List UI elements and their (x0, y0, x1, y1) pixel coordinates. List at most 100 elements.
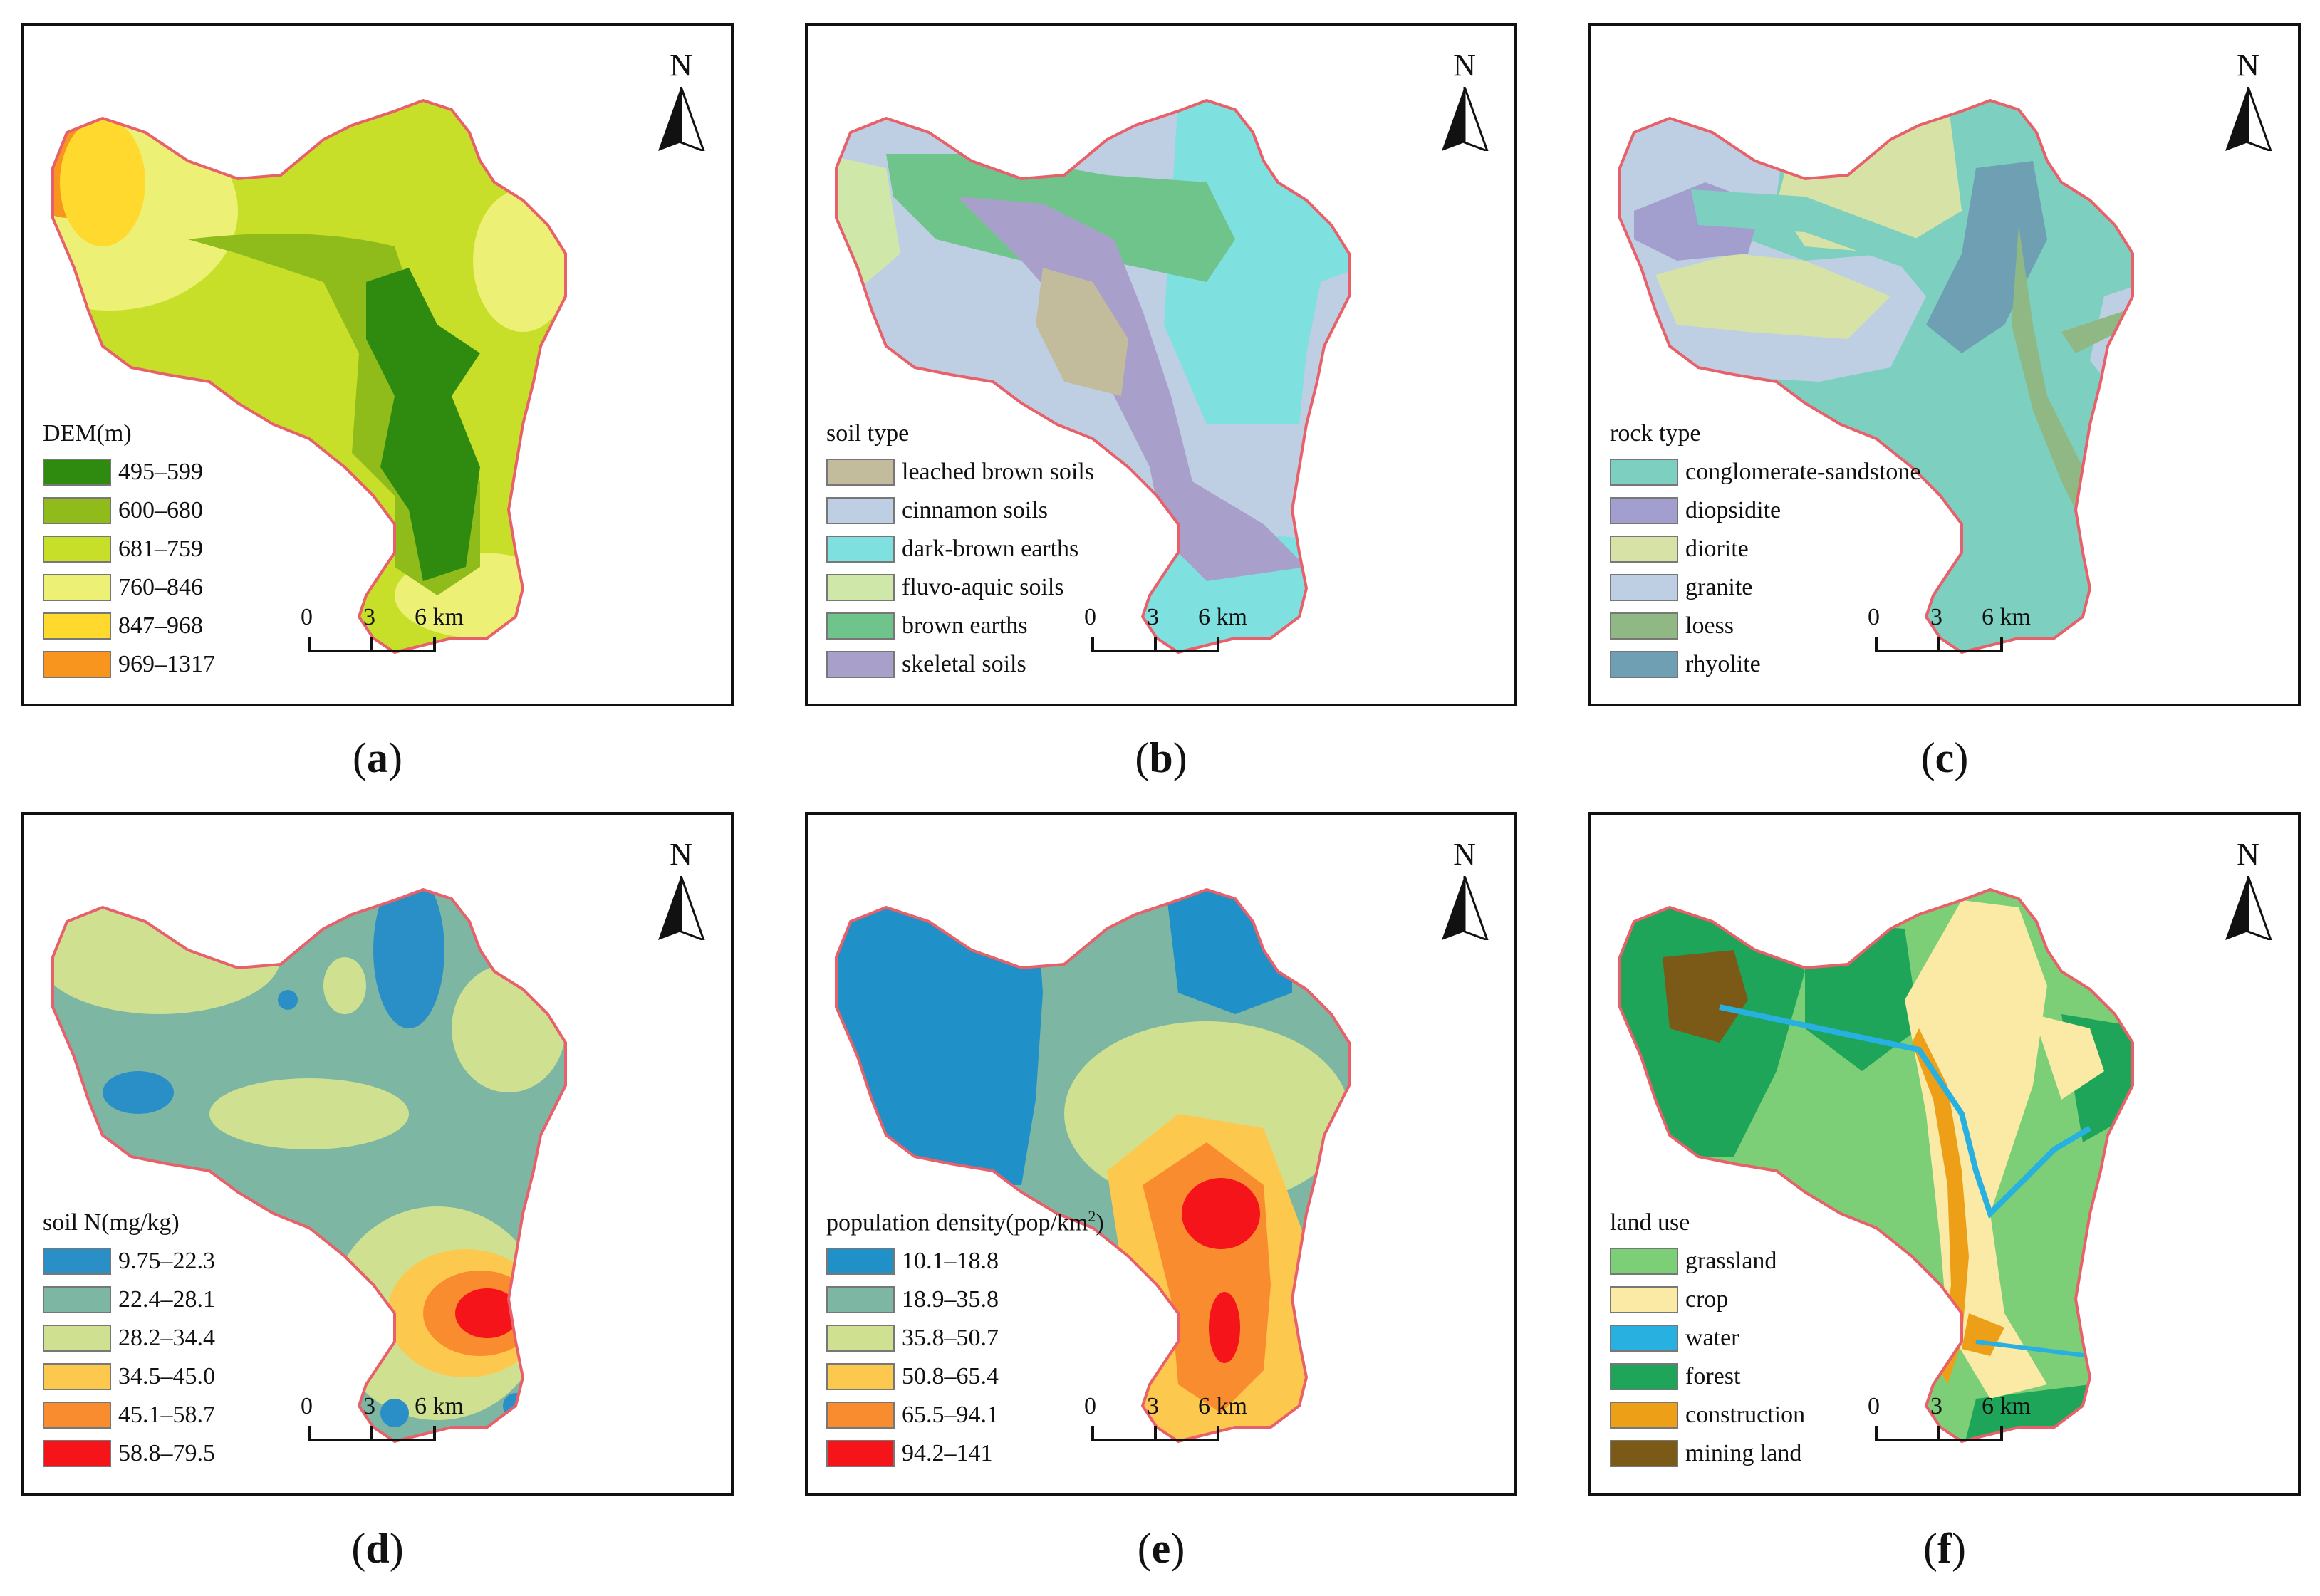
legend-swatch (43, 1325, 111, 1352)
scale-bar: 0 3 6 km (1862, 1393, 2033, 1464)
legend-label: 600–680 (118, 497, 203, 523)
legend-swatch (826, 1325, 895, 1352)
panel-b: N soil type leached brown soils cinnamon… (805, 23, 1517, 706)
land-use-map (1618, 888, 2134, 1443)
north-arrow-icon (2225, 876, 2272, 940)
legend-item: 22.4–28.1 (43, 1281, 215, 1319)
caption-e: (e) (805, 1524, 1517, 1573)
scale-tick (1154, 1426, 1157, 1441)
north-arrow-icon (1442, 876, 1489, 940)
legend-item: fluvo-aquic soils (826, 568, 1094, 607)
legend-item: 28.2–34.4 (43, 1319, 215, 1357)
scale-tick (370, 637, 373, 652)
scale-label: 0 (1868, 604, 1880, 630)
legend-swatch (1610, 497, 1678, 524)
scale-bar: 0 3 6 km (1078, 604, 1249, 675)
caption-a: (a) (21, 734, 734, 783)
legend-swatch (43, 574, 111, 601)
legend-item: diorite (1610, 530, 1920, 568)
legend-label: 18.9–35.8 (902, 1286, 999, 1313)
legend-label: brown earths (902, 612, 1028, 639)
caption-letter: a (367, 734, 388, 781)
legend-item: 495–599 (43, 453, 215, 491)
scale-tick (1875, 637, 1878, 652)
legend-swatch (1610, 574, 1678, 601)
caption-d: (d) (21, 1524, 734, 1573)
scale-label: 0 (1084, 604, 1096, 630)
caption-paren: ( (353, 734, 367, 781)
caption-paren: ) (389, 1525, 404, 1572)
caption-f: (f) (1588, 1524, 2301, 1573)
scale-label: 3 (1147, 604, 1159, 630)
legend-item: 847–968 (43, 607, 215, 645)
dem-map (51, 99, 567, 654)
scale-tick (2000, 637, 2003, 652)
scale-label: 6 km (1198, 1393, 1247, 1419)
legend-label: grassland (1685, 1248, 1777, 1274)
scale-tick (370, 1426, 373, 1441)
legend-label: diorite (1685, 536, 1749, 562)
legend-e: population density(pop/km2) 10.1–18.8 18… (826, 1207, 1104, 1473)
legend-label: 681–759 (118, 536, 203, 562)
legend-item: crop (1610, 1281, 1805, 1319)
scale-label: 0 (1868, 1393, 1880, 1419)
scale-label: 6 km (1982, 604, 2031, 630)
legend-title: DEM(m) (43, 420, 132, 447)
caption-letter: d (365, 1525, 390, 1572)
scale-label: 0 (1084, 1393, 1096, 1419)
legend-swatch (1610, 1248, 1678, 1275)
legend-swatch (1610, 536, 1678, 563)
legend-label: 34.5–45.0 (118, 1363, 215, 1389)
north-arrow: N (1436, 836, 1493, 943)
legend-swatch (43, 1363, 111, 1390)
scale-label: 0 (301, 604, 313, 630)
north-arrow: N (1436, 47, 1493, 154)
legend-item: 9.75–22.3 (43, 1242, 215, 1281)
legend-label: leached brown soils (902, 459, 1095, 485)
legend-title: soil N(mg/kg) (43, 1209, 180, 1236)
legend-label: water (1685, 1325, 1739, 1351)
legend-label: rhyolite (1685, 651, 1761, 677)
north-label: N (1453, 48, 1476, 83)
legend-title-text: population density(pop/km (826, 1209, 1088, 1236)
legend-label: 28.2–34.4 (118, 1325, 215, 1351)
legend-swatch (1610, 459, 1678, 486)
north-arrow-icon (658, 87, 705, 151)
scale-label: 3 (1147, 1393, 1159, 1419)
legend-label: 22.4–28.1 (118, 1286, 215, 1313)
scale-tick (2000, 1426, 2003, 1441)
legend-swatch (43, 536, 111, 563)
legend-swatch (43, 459, 111, 486)
scale-label: 6 km (1198, 604, 1247, 630)
legend-item: 18.9–35.8 (826, 1281, 1104, 1319)
legend-label: 495–599 (118, 459, 203, 485)
legend-item: loess (1610, 607, 1920, 645)
rock-type-map (1618, 99, 2134, 654)
legend-label: diopsidite (1685, 497, 1781, 523)
legend-item: brown earths (826, 607, 1094, 645)
legend-label: granite (1685, 574, 1753, 600)
scale-tick (1154, 637, 1157, 652)
legend-item: 10.1–18.8 (826, 1242, 1104, 1281)
scale-tick (1091, 1426, 1094, 1441)
legend-title: rock type (1610, 420, 1701, 447)
north-label: N (670, 837, 692, 872)
caption-paren: ( (1920, 734, 1935, 781)
legend-item: 50.8–65.4 (826, 1357, 1104, 1396)
legend-swatch (1610, 1402, 1678, 1429)
north-arrow: N (652, 836, 709, 943)
legend-swatch (826, 1402, 895, 1429)
scale-bar: 0 3 6 km (1078, 1393, 1249, 1464)
legend-swatch (43, 1286, 111, 1313)
legend-item: dark-brown earths (826, 530, 1094, 568)
legend-label: dark-brown earths (902, 536, 1079, 562)
legend-item: skeletal soils (826, 645, 1094, 684)
panel-a: N DEM(m) 495–599 600–680 681–759 760–846… (21, 23, 734, 706)
legend-swatch (1610, 1363, 1678, 1390)
legend-swatch (826, 1248, 895, 1275)
legend-swatch (826, 459, 895, 486)
legend-label: fluvo-aquic soils (902, 574, 1064, 600)
legend-f: land use grassland crop water forest con… (1610, 1209, 1805, 1473)
legend-swatch (826, 574, 895, 601)
legend-swatch (43, 651, 111, 678)
